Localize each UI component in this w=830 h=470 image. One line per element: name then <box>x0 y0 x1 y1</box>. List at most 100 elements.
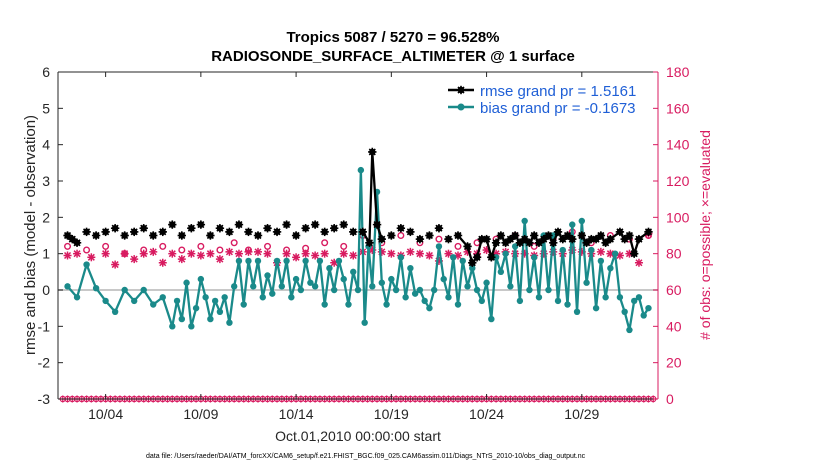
rmse-point <box>606 234 615 244</box>
bias-point <box>288 294 295 301</box>
rmse-point <box>72 238 82 247</box>
rmse-point <box>301 224 310 233</box>
obs-evaluated-point <box>606 249 615 258</box>
bias-point <box>211 297 219 305</box>
obs-evaluated-point <box>292 253 301 262</box>
rmse-point <box>168 220 177 229</box>
bias-point <box>111 308 119 315</box>
bias-point <box>383 301 390 308</box>
y-axis-right-label: # of obs: o=possible; ×=evaluated <box>697 130 713 340</box>
bias-point <box>421 297 428 305</box>
rmse-point <box>387 231 396 240</box>
bias-point <box>397 254 405 261</box>
rmse-point <box>525 238 534 247</box>
bias-point <box>597 257 605 265</box>
obs-evaluated-point <box>349 251 358 260</box>
bias-point <box>259 294 266 301</box>
rmse-series <box>63 147 653 267</box>
obs-evaluated-point <box>158 258 167 267</box>
rmse-point <box>225 227 234 237</box>
obs-evaluated-point <box>120 249 129 258</box>
rmse-point <box>63 231 72 240</box>
bias-point <box>245 257 252 265</box>
rmse-point <box>487 253 496 262</box>
rmse-point <box>82 227 91 237</box>
y-right-tick-label: 160 <box>666 100 690 116</box>
bias-point <box>202 294 209 301</box>
bias-point <box>607 265 614 272</box>
bias-point <box>626 326 633 334</box>
bias-point <box>269 290 276 297</box>
rmse-point <box>396 224 406 233</box>
obs-evaluated-point <box>149 247 158 256</box>
obs-evaluated-point <box>73 249 82 258</box>
bias-point <box>169 323 176 330</box>
bias-point <box>492 254 500 261</box>
obs-possible-point <box>216 246 224 254</box>
bias-point <box>502 250 509 257</box>
bias-point <box>450 254 457 261</box>
y-tick-label: -2 <box>38 355 51 371</box>
bias-point <box>73 294 81 301</box>
x-tick-label: 10/29 <box>564 406 599 422</box>
rmse-point <box>629 249 639 258</box>
obs-evaluated-point <box>425 251 434 260</box>
legend-bias-marker <box>457 103 465 111</box>
obs-possible-point <box>197 242 205 250</box>
obs-evaluated-point <box>415 249 424 258</box>
rmse-point <box>310 220 320 229</box>
bias-point <box>321 301 328 308</box>
y-tick-label: 6 <box>42 64 50 80</box>
obs-evaluated-point <box>101 249 110 258</box>
bias-point <box>407 265 414 272</box>
rmse-point <box>358 227 367 237</box>
rmse-point <box>349 227 358 237</box>
x-axis-label: Oct.01,2010 00:00:00 start <box>275 428 441 444</box>
rmse-point <box>634 234 644 244</box>
rmse-point <box>139 224 148 233</box>
bias-point <box>335 257 343 265</box>
bias-point <box>378 279 386 286</box>
bias-point <box>159 294 166 301</box>
rmse-point <box>234 220 244 229</box>
bias-point <box>264 272 271 279</box>
bias-point <box>240 301 247 308</box>
x-tick-label: 10/09 <box>183 406 218 422</box>
obs-evaluated-point <box>87 253 96 262</box>
rmse-point <box>529 231 539 240</box>
bias-point <box>545 286 552 294</box>
obs-possible-point <box>454 242 462 250</box>
axis-ticks: -3-2-1012345602040608010012014016018010/… <box>38 64 690 422</box>
bias-point <box>197 275 205 283</box>
obs-evaluated-point <box>130 255 139 264</box>
bias-point <box>559 246 566 254</box>
bias-point <box>207 315 214 323</box>
chart-subtitle: RADIOSONDE_SURFACE_ALTIMETER @ 1 surface <box>211 48 575 65</box>
obs-evaluated-point <box>282 249 291 258</box>
bias-point <box>583 279 590 286</box>
chart-title: Tropics 5087 / 5270 = 96.528% <box>286 29 499 46</box>
bias-point <box>216 308 224 315</box>
bias-point <box>350 268 357 276</box>
y-right-tick-label: 0 <box>666 391 674 407</box>
rmse-point <box>129 227 139 237</box>
x-tick-label: 10/19 <box>374 406 409 422</box>
bias-point <box>140 286 147 294</box>
bias-point <box>316 257 324 265</box>
bias-point <box>411 290 419 297</box>
rmse-point <box>282 220 291 229</box>
bias-point <box>569 221 576 228</box>
rmse-point <box>549 238 558 247</box>
legend-bias-label: bias grand pr = -0.1673 <box>480 100 636 117</box>
obs-evaluated-point <box>177 255 186 264</box>
bias-point <box>357 166 365 174</box>
bias-point <box>464 283 471 290</box>
obs-evaluated-point <box>196 251 205 260</box>
obs-possible-point <box>230 239 238 247</box>
rmse-point <box>291 231 301 240</box>
rmse-point <box>444 234 453 244</box>
obs-evaluated-point <box>387 249 396 258</box>
rmse-point <box>149 231 158 240</box>
bias-point <box>488 315 495 323</box>
